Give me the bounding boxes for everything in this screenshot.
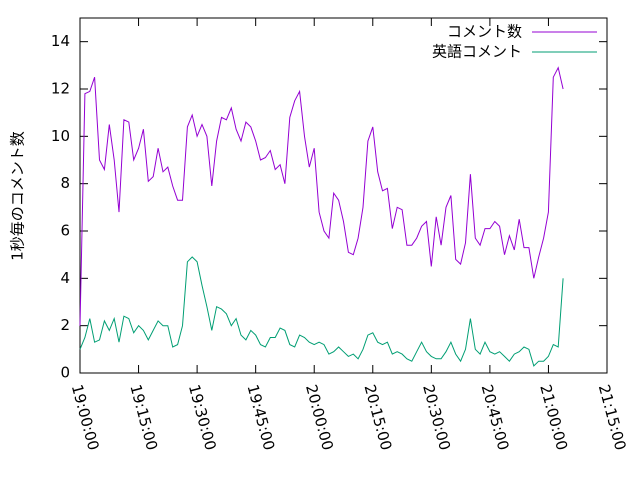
y-tick-label: 10 <box>51 127 70 145</box>
legend-label: 英語コメント <box>432 43 522 61</box>
y-tick-label: 8 <box>60 174 70 192</box>
y-tick-label: 14 <box>51 32 70 50</box>
y-tick-label: 0 <box>60 364 70 382</box>
y-tick-label: 2 <box>60 316 70 334</box>
y-axis-label: 1秒毎のコメント数 <box>9 131 27 261</box>
series-line <box>79 66 564 326</box>
y-tick-label: 12 <box>51 80 70 98</box>
plot-frame <box>79 17 608 374</box>
y-tick-label: 4 <box>60 269 70 287</box>
y-tick-label: 6 <box>60 222 70 240</box>
legend-label: コメント数 <box>447 23 522 41</box>
series-line <box>79 256 564 367</box>
